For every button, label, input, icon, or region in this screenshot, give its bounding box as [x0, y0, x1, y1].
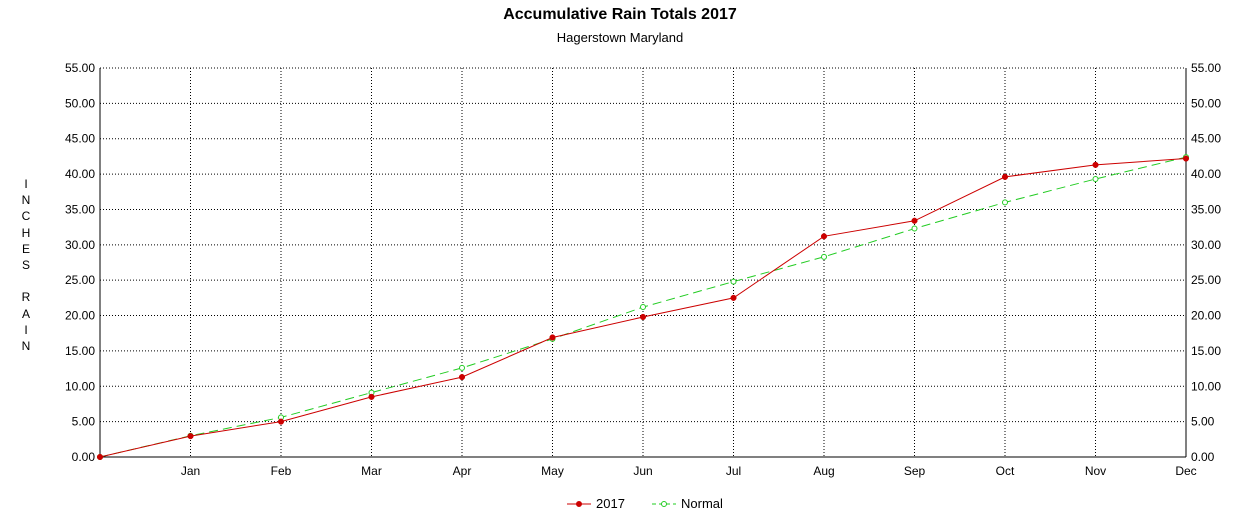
y-tick-label-left: 15.00: [65, 344, 95, 358]
legend-swatch-normal: [652, 501, 676, 507]
data-point-2017: [368, 393, 375, 400]
x-tick-label: Nov: [1085, 464, 1106, 478]
data-point-2017: [458, 374, 466, 381]
y-tick-label-right: 45.00: [1191, 132, 1221, 146]
x-tick-label: Jan: [181, 464, 200, 478]
x-tick-label: Sep: [904, 464, 926, 478]
y-axis-label: I N C H E S R A I N: [21, 177, 31, 354]
y-tick-label-left: 55.00: [65, 61, 95, 75]
y-tick-label-right: 40.00: [1191, 167, 1221, 181]
y-tick-label-left: 0.00: [72, 450, 96, 464]
data-point-2017: [1182, 155, 1190, 162]
y-tick-label-right: 55.00: [1191, 61, 1221, 75]
data-point-2017: [549, 334, 556, 341]
data-point-normal: [730, 278, 737, 285]
y-tick-label-left: 50.00: [65, 96, 95, 110]
data-point-2017: [96, 453, 104, 461]
data-point-normal: [821, 253, 827, 260]
legend-label-2017: 2017: [596, 496, 625, 511]
data-point-2017: [911, 217, 918, 224]
data-point-normal: [1092, 176, 1099, 183]
series-2017: [96, 155, 1190, 461]
series-group: [96, 154, 1190, 461]
x-tick-label: Aug: [813, 464, 834, 478]
data-point-2017: [277, 418, 285, 425]
y-tick-label-left: 30.00: [65, 238, 95, 252]
legend-swatch-2017: [567, 501, 591, 507]
x-tick-label: Apr: [453, 464, 472, 478]
x-tick-label: Oct: [996, 464, 1015, 478]
x-tick-label: May: [541, 464, 564, 478]
y-tick-label-right: 0.00: [1191, 450, 1215, 464]
data-point-2017: [1092, 161, 1099, 168]
y-tick-label-left: 40.00: [65, 167, 95, 181]
axes: [99, 67, 1187, 458]
x-tick-label: Mar: [361, 464, 382, 478]
data-point-2017: [187, 433, 194, 440]
y-tick-label-right: 35.00: [1191, 202, 1221, 216]
x-ticks: Jan Feb Mar Apr May Jun Jul Aug Sep Oct Nov Dec: [181, 464, 1197, 478]
data-point-2017: [820, 233, 828, 240]
y-tick-label-left: 5.00: [72, 415, 96, 429]
y-tick-label-left: 10.00: [65, 379, 95, 393]
x-tick-label: Dec: [1175, 464, 1196, 478]
y-tick-label-right: 15.00: [1191, 344, 1221, 358]
y-tick-label-right: 5.00: [1191, 415, 1215, 429]
data-point-normal: [459, 364, 465, 371]
x-tick-label: Feb: [271, 464, 292, 478]
y-tick-label-right: 20.00: [1191, 309, 1221, 323]
chart-title: Accumulative Rain Totals 2017: [503, 6, 737, 23]
data-point-2017: [730, 294, 737, 301]
legend-label-normal: Normal: [681, 496, 723, 511]
data-point-normal: [1002, 199, 1008, 206]
data-point-2017: [639, 313, 647, 321]
chart-subtitle: Hagerstown Maryland: [556, 30, 684, 45]
y-tick-label-right: 25.00: [1191, 273, 1221, 287]
y-tick-label-left: 20.00: [65, 309, 95, 323]
x-tick-label: Jun: [633, 464, 652, 478]
x-tick-label: Jul: [726, 464, 741, 478]
legend: 2017 Normal: [0, 495, 1240, 513]
y-ticks-right: 0.00 5.00 10.00 15.00 20.00 25.00 30.00 35.00 40…: [1191, 61, 1221, 464]
data-point-normal: [911, 225, 918, 232]
plot-area: 0.00 5.00 10.00 15.00 20.00 25.00 30.00 35.00 40…: [65, 61, 1221, 478]
y-tick-label-right: 30.00: [1191, 238, 1221, 252]
y-tick-label-left: 45.00: [65, 132, 95, 146]
data-point-2017: [1001, 173, 1009, 180]
y-tick-label-left: 25.00: [65, 273, 95, 287]
y-tick-label-right: 50.00: [1191, 96, 1221, 110]
y-tick-label-right: 10.00: [1191, 379, 1221, 393]
gridlines: [100, 67, 1186, 457]
data-point-normal: [640, 304, 646, 311]
y-tick-label-left: 35.00: [65, 202, 95, 216]
y-ticks-left: 0.00 5.00 10.00 15.00 20.00 25.00 30.00 35.00 40…: [65, 61, 95, 464]
